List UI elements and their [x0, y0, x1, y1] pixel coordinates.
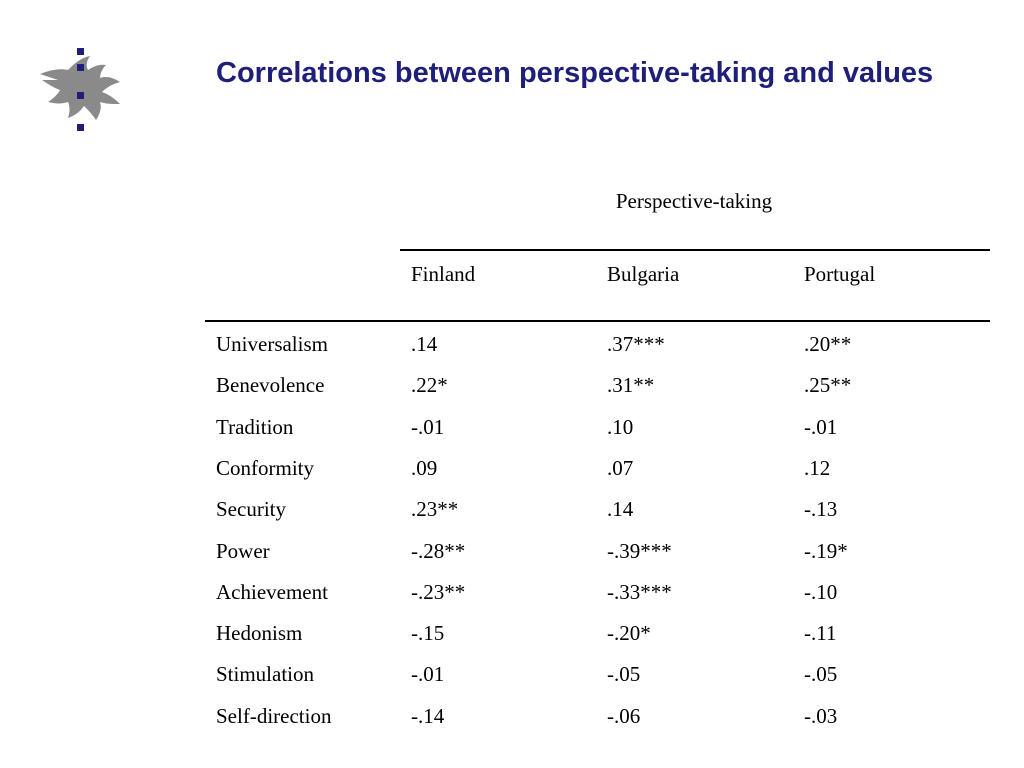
correlation-value: .22*	[411, 373, 448, 397]
correlation-value: -.01	[804, 415, 838, 439]
flame-icon	[40, 48, 120, 131]
correlation-value: -.03	[804, 704, 838, 728]
correlation-value: .14	[411, 332, 438, 356]
row-label: Security	[216, 497, 286, 521]
correlation-value: .10	[607, 415, 634, 439]
correlation-value: .31**	[607, 373, 655, 397]
correlation-value: .20**	[804, 332, 852, 356]
correlation-value: -.23**	[411, 580, 466, 604]
group-header: Perspective-taking	[615, 189, 773, 213]
correlation-value: -.01	[411, 662, 445, 686]
row-label: Stimulation	[216, 662, 315, 686]
correlation-value: -.39***	[607, 539, 672, 563]
correlation-value: .37***	[607, 332, 665, 356]
row-label: Universalism	[216, 332, 328, 356]
correlation-value: -.33***	[607, 580, 672, 604]
correlation-value: -.19*	[804, 539, 848, 563]
correlation-value: -.06	[607, 704, 641, 728]
row-label: Achievement	[216, 580, 328, 604]
table-rule-top	[400, 249, 990, 251]
correlation-value: -.01	[411, 415, 445, 439]
slide-title: Correlations between perspective-taking …	[216, 57, 934, 89]
row-label: Self-direction	[216, 704, 332, 728]
correlation-value: .14	[607, 497, 634, 521]
column-header-finland: Finland	[411, 262, 476, 286]
table-rule-header	[205, 320, 990, 322]
correlation-value: -.05	[804, 662, 838, 686]
row-label: Hedonism	[216, 621, 303, 645]
row-label: Power	[216, 539, 270, 563]
correlation-value: -.15	[411, 621, 445, 645]
correlation-value: .23**	[411, 497, 459, 521]
column-header-portugal: Portugal	[804, 262, 876, 286]
university-flame-logo	[36, 44, 126, 136]
correlation-value: -.28**	[411, 539, 466, 563]
correlation-value: -.13	[804, 497, 838, 521]
correlation-value: .09	[411, 456, 438, 480]
correlation-value: .12	[804, 456, 831, 480]
row-label: Tradition	[216, 415, 294, 439]
row-label: Benevolence	[216, 373, 325, 397]
correlation-value: .07	[607, 456, 634, 480]
correlation-value: -.10	[804, 580, 838, 604]
row-label: Conformity	[216, 456, 314, 480]
correlation-value: -.14	[411, 704, 445, 728]
correlation-value: .25**	[804, 373, 852, 397]
correlation-value: -.05	[607, 662, 641, 686]
correlation-value: -.11	[804, 621, 837, 645]
correlation-value: -.20*	[607, 621, 651, 645]
column-header-bulgaria: Bulgaria	[607, 262, 680, 286]
